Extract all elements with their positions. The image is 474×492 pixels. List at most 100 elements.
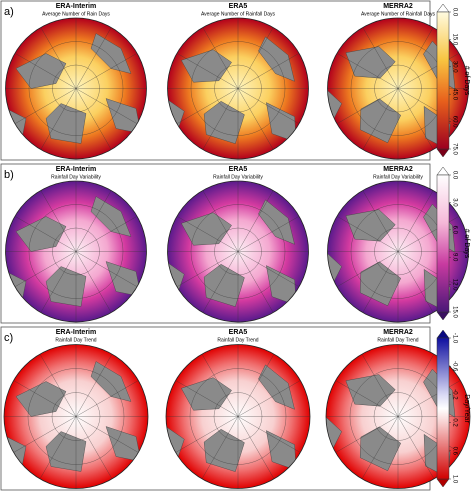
graticule [397,416,435,479]
graticule [237,251,300,287]
graticule [362,251,399,313]
graticule [373,392,423,441]
graticule [397,416,461,453]
map-title: ERA5 [229,166,248,173]
colorbar-end [436,166,450,176]
map-subtitle: Average Number of Rain Days [42,11,110,17]
colorbar-label: # of Days [463,229,470,259]
polar-map [167,17,309,160]
colorbar-tick-label: 6.0 [451,226,457,235]
graticule [75,88,112,150]
graticule [75,251,138,287]
graticule [214,64,262,113]
graticule [362,27,399,89]
panel-label: c) [4,332,13,344]
graticule [202,88,239,150]
map-border [5,17,147,160]
land [181,377,232,411]
colorbar-tick-label: 3.0 [451,198,457,207]
polar-map [3,344,149,489]
graticule [40,27,77,89]
graticule [237,88,274,150]
graticule [362,190,399,252]
map-subtitle: Rainfall Day Variability [51,174,101,180]
graticule [175,416,239,453]
map-border [327,17,469,160]
graticule [39,416,77,479]
graticule [52,227,100,276]
graticule [336,53,399,89]
map-title: MERRA2 [383,166,413,173]
map-title: ERA-Interim [56,166,96,173]
map-subtitle: Average Number of Rainfall Days [201,11,276,17]
map-title: ERA-Interim [56,329,96,336]
graticule [75,416,139,453]
colorbar-end [436,3,450,13]
colorbar-tick-label: 75.0 [451,143,457,155]
graticule [14,88,77,124]
graticule [397,190,434,252]
graticule [237,380,301,417]
graticule [51,392,101,441]
colorbar [436,11,450,150]
colorbar-tick-label: 45.0 [451,88,457,100]
map-border [327,180,469,323]
land [15,216,67,252]
colorbar-tick-label: 0.0 [451,171,457,180]
graticule [28,41,124,136]
panel-label: a) [4,6,14,18]
graticule [374,227,422,276]
land [345,374,396,407]
graticule [237,216,300,252]
graticule [176,251,239,287]
graticule [213,392,263,441]
colorbar-label: Day/Year [463,394,470,423]
map-title: MERRA2 [383,3,413,10]
polar-map [5,17,147,160]
map-title: MERRA2 [383,329,413,336]
colorbar-tick-label: 15.0 [451,34,457,46]
graticule [176,88,239,124]
land [90,33,132,74]
graticule [397,380,461,417]
graticule [75,190,112,252]
graticule [13,380,77,417]
land [359,261,401,307]
land [258,364,295,410]
graticule [214,227,262,276]
graticule [75,53,138,89]
graticule [237,27,274,89]
graticule [13,416,77,453]
graticule [237,416,301,453]
graticule [75,251,112,313]
graticule [335,380,399,417]
graticule [14,251,77,287]
map-subtitle: Rainfall Day Variability [213,174,263,180]
land [345,46,396,79]
graticule [237,416,275,479]
land [345,209,396,242]
graticule [14,53,77,89]
graticule [201,416,239,479]
map-title: ERA-Interim [56,3,96,10]
graticule [362,88,399,150]
colorbar-tick-label: 30.0 [451,61,457,73]
map-subtitle: Rainfall Day Trend [55,337,96,343]
graticule [202,190,239,252]
map-border [325,344,471,489]
graticule [14,216,77,252]
map-subtitle: Average Number of Rainfall Days [361,11,436,17]
graticule [336,88,399,124]
graticule [361,354,399,417]
map-subtitle: Rainfall Day Trend [377,337,418,343]
colorbar-end [436,311,450,321]
colorbar [436,174,450,313]
land [359,98,401,144]
graticule [75,354,113,417]
graticule [397,88,434,150]
polar-map [5,180,147,323]
land [90,196,132,237]
graticule [361,416,399,479]
colorbar-tick-label: -1.0 [451,333,457,344]
